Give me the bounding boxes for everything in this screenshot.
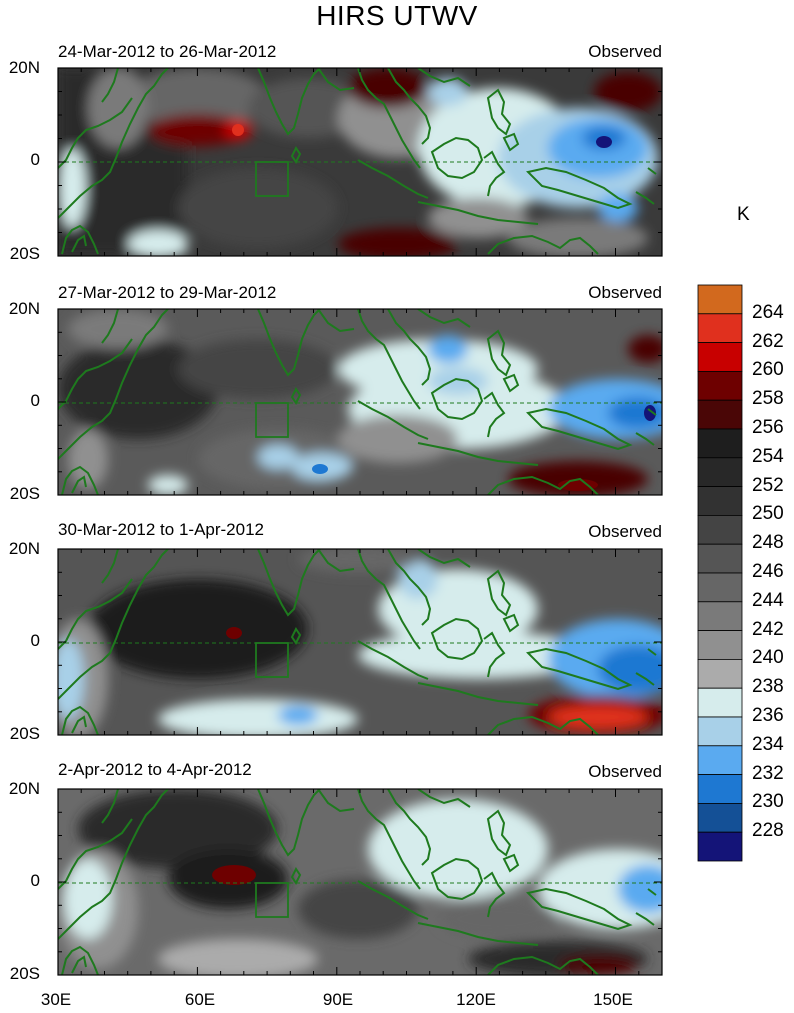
colorbar-swatch	[697, 486, 743, 516]
p2-lat-20n: 20N	[8, 299, 40, 318]
p2-lat-20s: 20S	[9, 484, 40, 503]
lon-30e: 30E	[40, 990, 72, 1009]
colorbar-label: 236	[752, 705, 784, 726]
p1-lat-20s: 20S	[9, 244, 40, 263]
panel-4-label: Observed	[588, 762, 662, 781]
colorbar-swatch	[697, 716, 743, 747]
colorbar-swatch	[697, 342, 743, 372]
p3-lat-20n: 20N	[8, 539, 40, 558]
lon-60e: 60E	[184, 990, 216, 1009]
p3-lat-0: 0	[30, 631, 40, 650]
p1-lat-0: 0	[30, 150, 40, 169]
p3-lat-20s: 20S	[9, 724, 40, 743]
colorbar-swatch	[697, 572, 743, 603]
panel-2-period: 27-Mar-2012 to 29-Mar-2012	[58, 283, 277, 302]
colorbar-swatch	[697, 313, 743, 343]
lon-120e: 120E	[456, 990, 496, 1009]
map-panel-4	[58, 789, 662, 975]
colorbar-label: 238	[752, 676, 784, 698]
lon-150e: 150E	[593, 990, 633, 1009]
map-panel-2	[58, 309, 662, 495]
colorbar-label: 254	[752, 445, 784, 467]
map-panel-3	[58, 549, 662, 735]
panel-2-label: Observed	[588, 283, 662, 302]
colorbar-swatch	[697, 370, 743, 401]
colorbar-label: 256	[752, 417, 784, 438]
colorbar-swatch	[697, 543, 743, 574]
panel-3-period: 30-Mar-2012 to 1-Apr-2012	[58, 520, 265, 539]
colorbar-swatch	[697, 803, 743, 833]
colorbar-label: 234	[752, 733, 784, 755]
p2-lat-0: 0	[30, 391, 40, 410]
p4-lat-0: 0	[30, 871, 40, 890]
colorbar-swatch	[697, 601, 743, 631]
colorbar-unit: K	[737, 204, 750, 225]
colorbar-label: 228	[752, 820, 784, 842]
colorbar-swatch	[697, 774, 743, 804]
colorbar-label: 260	[752, 359, 784, 381]
p4-lat-20s: 20S	[9, 964, 40, 983]
figure-title: HIRS UTWV	[316, 0, 478, 31]
colorbar-label: 252	[752, 474, 784, 496]
colorbar-label: 230	[752, 791, 784, 813]
colorbar-swatch	[697, 399, 743, 430]
colorbar-label: 240	[752, 647, 784, 669]
lon-90e: 90E	[322, 990, 354, 1009]
colorbar-label: 248	[752, 532, 784, 554]
colorbar-swatch	[697, 284, 743, 315]
colorbar-label: 232	[752, 762, 784, 784]
colorbar-label: 250	[752, 503, 784, 525]
panel-4-period: 2-Apr-2012 to 4-Apr-2012	[58, 760, 252, 779]
panel-1-period: 24-Mar-2012 to 26-Mar-2012	[58, 42, 277, 61]
panel-1-label: Observed	[588, 42, 662, 61]
p1-lat-20n: 20N	[8, 58, 40, 77]
colorbar	[697, 284, 743, 862]
colorbar-swatch	[697, 659, 743, 689]
colorbar-label: 262	[752, 330, 784, 352]
colorbar-swatch	[697, 515, 743, 545]
map-panel-1	[58, 68, 662, 256]
colorbar-label: 258	[752, 388, 784, 410]
colorbar-swatch	[697, 428, 743, 459]
panel-3-label: Observed	[588, 522, 662, 541]
colorbar-swatch	[697, 457, 743, 487]
colorbar-swatch	[697, 831, 743, 862]
colorbar-swatch	[697, 687, 743, 718]
colorbar-label: 246	[752, 561, 784, 582]
colorbar-swatch	[697, 745, 743, 775]
colorbar-label: 242	[752, 618, 784, 640]
colorbar-label: 264	[752, 301, 784, 323]
colorbar-swatch	[697, 630, 743, 660]
p4-lat-20n: 20N	[8, 779, 40, 798]
colorbar-label: 244	[752, 589, 784, 611]
